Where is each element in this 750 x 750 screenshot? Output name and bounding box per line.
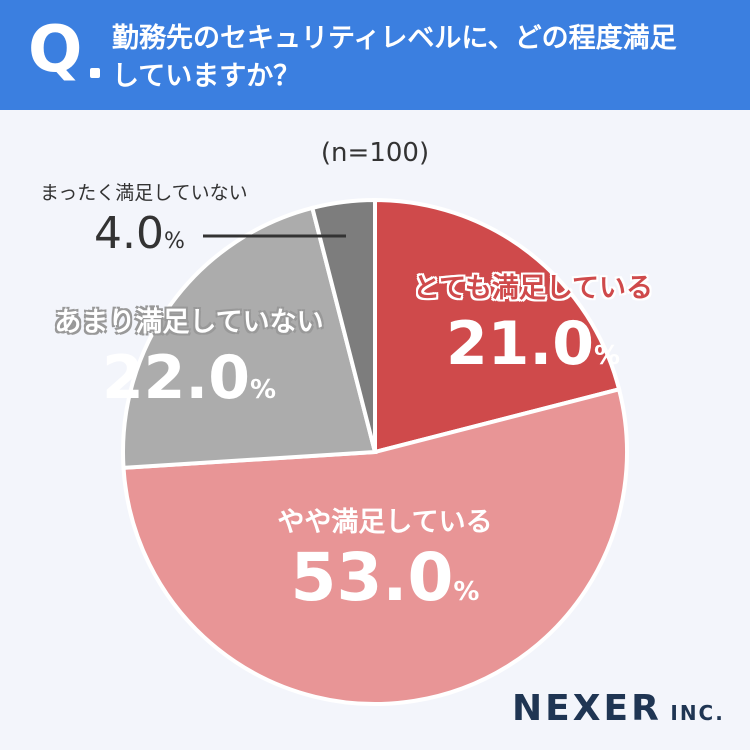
slice-2-name: やや満足している (277, 507, 493, 538)
slice-4-value: 4.0% (94, 208, 185, 259)
slice-label-somewhat-satisfied: やや満足している 53.0% (260, 506, 510, 630)
slice-label-very-satisfied: とても満足している 21.0% (398, 272, 668, 394)
pie-slice-very-satisfied (373, 197, 622, 455)
logo-main: NEXER (512, 688, 662, 729)
nexer-logo: NEXER INC. (512, 688, 725, 729)
slice-2-value: 53.0% (290, 539, 480, 616)
question-line-1: 勤務先のセキュリティレベルに、どの程度満足 (112, 23, 677, 54)
slice-label-not-very-satisfied: あまり満足していない 22.0% (30, 306, 348, 428)
slice-4-name: まったく満足していない (40, 182, 248, 204)
pie-slice-not-very-satisfied (121, 205, 378, 470)
slice-3-name: あまり満足していない (54, 307, 324, 338)
slice-label-not-at-all-satisfied: まったく満足していない 4.0% (40, 180, 300, 270)
pie-slices (121, 197, 629, 706)
q-dot (90, 68, 100, 78)
slice-1-name: とても満足している (412, 273, 654, 304)
pie-slice-somewhat-satisfied (121, 386, 629, 706)
q-mark: Q (28, 13, 83, 87)
question-text: 勤務先のセキュリティレベルに、どの程度満足 していますか？ (112, 20, 732, 96)
slice-3-value: 22.0% (101, 343, 277, 413)
slice-1-value: 21.0% (445, 309, 621, 379)
question-header: Q 勤務先のセキュリティレベルに、どの程度満足 していますか？ (0, 0, 750, 110)
question-line-2: していますか？ (112, 61, 301, 92)
pie-slice-not-at-all-satisfied (309, 197, 377, 453)
sample-size: (n=100) (320, 138, 430, 168)
logo-suffix: INC. (670, 701, 725, 725)
